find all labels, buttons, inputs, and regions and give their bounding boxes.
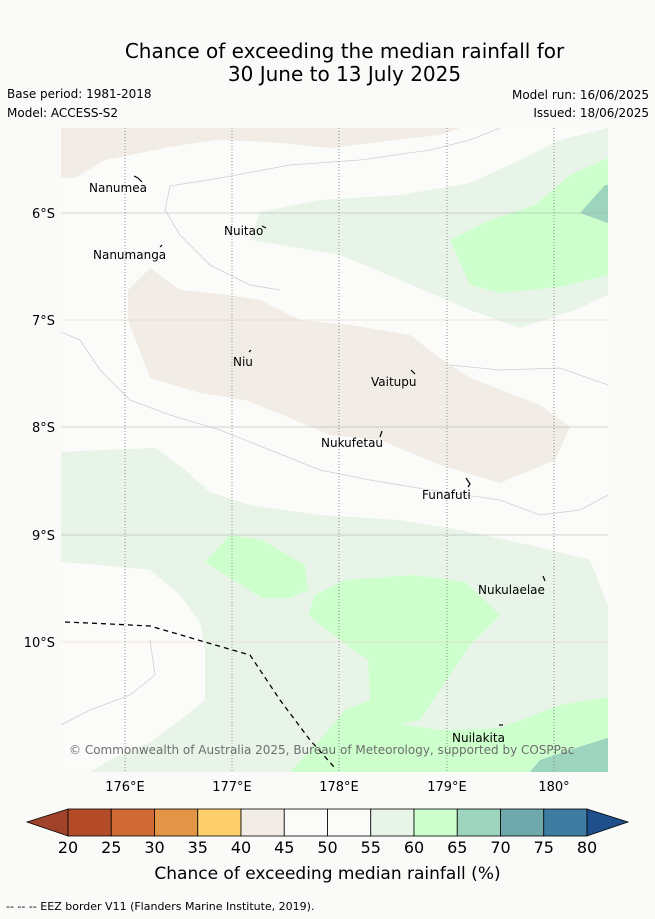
issued-date: Issued: 18/06/2025: [533, 106, 649, 120]
region-45-55-southwest: [61, 562, 205, 772]
colorbar-segment: [543, 808, 588, 837]
colorbar-tick-label: 55: [361, 838, 381, 857]
region-60-65-south: [290, 575, 608, 772]
colorbar-tick-label: 45: [274, 838, 294, 857]
lat-tick-8s: 8°S: [32, 421, 55, 436]
place-nukulaelae: Nukulaelae: [478, 583, 545, 597]
region-60-65-west-blob: [205, 535, 308, 598]
lon-tick-176e: 176°E: [105, 780, 145, 795]
lat-tick-10s: 10°S: [24, 636, 55, 651]
colorbar-segments: [67, 808, 588, 837]
colorbar: 20 25 30 35 40 45 50 55 60 65 70 75 80: [25, 808, 630, 857]
place-nuitao: Nuitao: [224, 224, 263, 238]
colorbar-tick-label: 65: [447, 838, 467, 857]
place-vaitupu: Vaitupu: [371, 375, 417, 389]
island-markers: [133, 175, 546, 726]
lat-tick-6s: 6°S: [32, 207, 55, 222]
map-contours: [61, 128, 608, 772]
lat-ticks: 6°S 7°S 8°S 9°S 10°S: [24, 207, 55, 651]
lon-tick-177e: 177°E: [212, 780, 252, 795]
place-funafuti: Funafuti: [422, 488, 471, 502]
gridlines: [61, 128, 608, 772]
colorbar-label: Chance of exceeding median rainfall (%): [154, 864, 501, 884]
colorbar-segment: [413, 808, 458, 837]
lon-tick-180: 180°: [538, 780, 569, 795]
place-nanumea: Nanumea: [89, 181, 147, 195]
place-nuilakita: Nuilakita: [452, 731, 505, 745]
place-labels: Nanumea Nuitao Nanumanga Niu Vaitupu Nuk…: [89, 181, 545, 745]
colorbar-tick-label: 60: [404, 838, 424, 857]
colorbar-tick-label: 70: [490, 838, 510, 857]
model-name: Model: ACCESS-S2: [7, 106, 119, 120]
map-title: Chance of exceeding the median rainfall …: [0, 40, 655, 86]
place-niu: Niu: [233, 355, 253, 369]
colorbar-low-arrow: [25, 808, 69, 837]
region-65-70-northeast: [580, 185, 608, 223]
colorbar-tick-label: 20: [58, 838, 78, 857]
base-period: Base period: 1981-2018: [7, 87, 152, 101]
lat-tick-7s: 7°S: [32, 314, 55, 329]
colorbar-segment: [283, 808, 328, 837]
eez-border: [64, 621, 336, 769]
lon-tick-179e: 179°E: [427, 780, 467, 795]
colorbar-ticks: 20 25 30 35 40 45 50 55 60 65 70 75 80: [58, 838, 597, 857]
lat-tick-9s: 9°S: [32, 529, 55, 544]
region-65-70-southeast: [530, 738, 608, 772]
place-nanumanga: Nanumanga: [93, 248, 166, 262]
title-line-1: Chance of exceeding the median rainfall …: [124, 39, 565, 63]
copyright-notice: © Commonwealth of Australia 2025, Bureau…: [69, 743, 575, 757]
region-40-45-north: [61, 128, 460, 178]
colorbar-segment: [456, 808, 501, 837]
eez-footnote: -- -- -- EEZ border V11 (Flanders Marine…: [6, 900, 315, 913]
colorbar-tick-label: 50: [317, 838, 337, 857]
colorbar-tick-label: 25: [101, 838, 121, 857]
colorbar-tick-label: 40: [231, 838, 251, 857]
colorbar-high-arrow: [586, 808, 630, 837]
colorbar-tick-label: 30: [144, 838, 164, 857]
region-40-45-central: [128, 268, 570, 483]
colorbar-segment: [197, 808, 242, 837]
colorbar-segment: [327, 808, 372, 837]
colorbar-tick-label: 80: [577, 838, 597, 857]
model-run: Model run: 16/06/2025: [511, 88, 649, 102]
place-nukufetau: Nukufetau: [321, 436, 383, 450]
colorbar-segment: [500, 808, 545, 837]
title-line-2: 30 June to 13 July 2025: [227, 62, 462, 86]
colorbar-tick-label: 35: [188, 838, 208, 857]
colorbar-segment: [370, 808, 415, 837]
colorbar-segment: [67, 808, 112, 837]
region-60-65-northeast: [450, 158, 608, 293]
lon-tick-178e: 178°E: [319, 780, 359, 795]
colorbar-segment: [154, 808, 199, 837]
colorbar-tick-label: 75: [534, 838, 554, 857]
lon-ticks: 176°E 177°E 178°E 179°E 180°: [105, 780, 569, 795]
colorbar-segment: [240, 808, 285, 837]
colorbar-segment: [110, 808, 155, 837]
